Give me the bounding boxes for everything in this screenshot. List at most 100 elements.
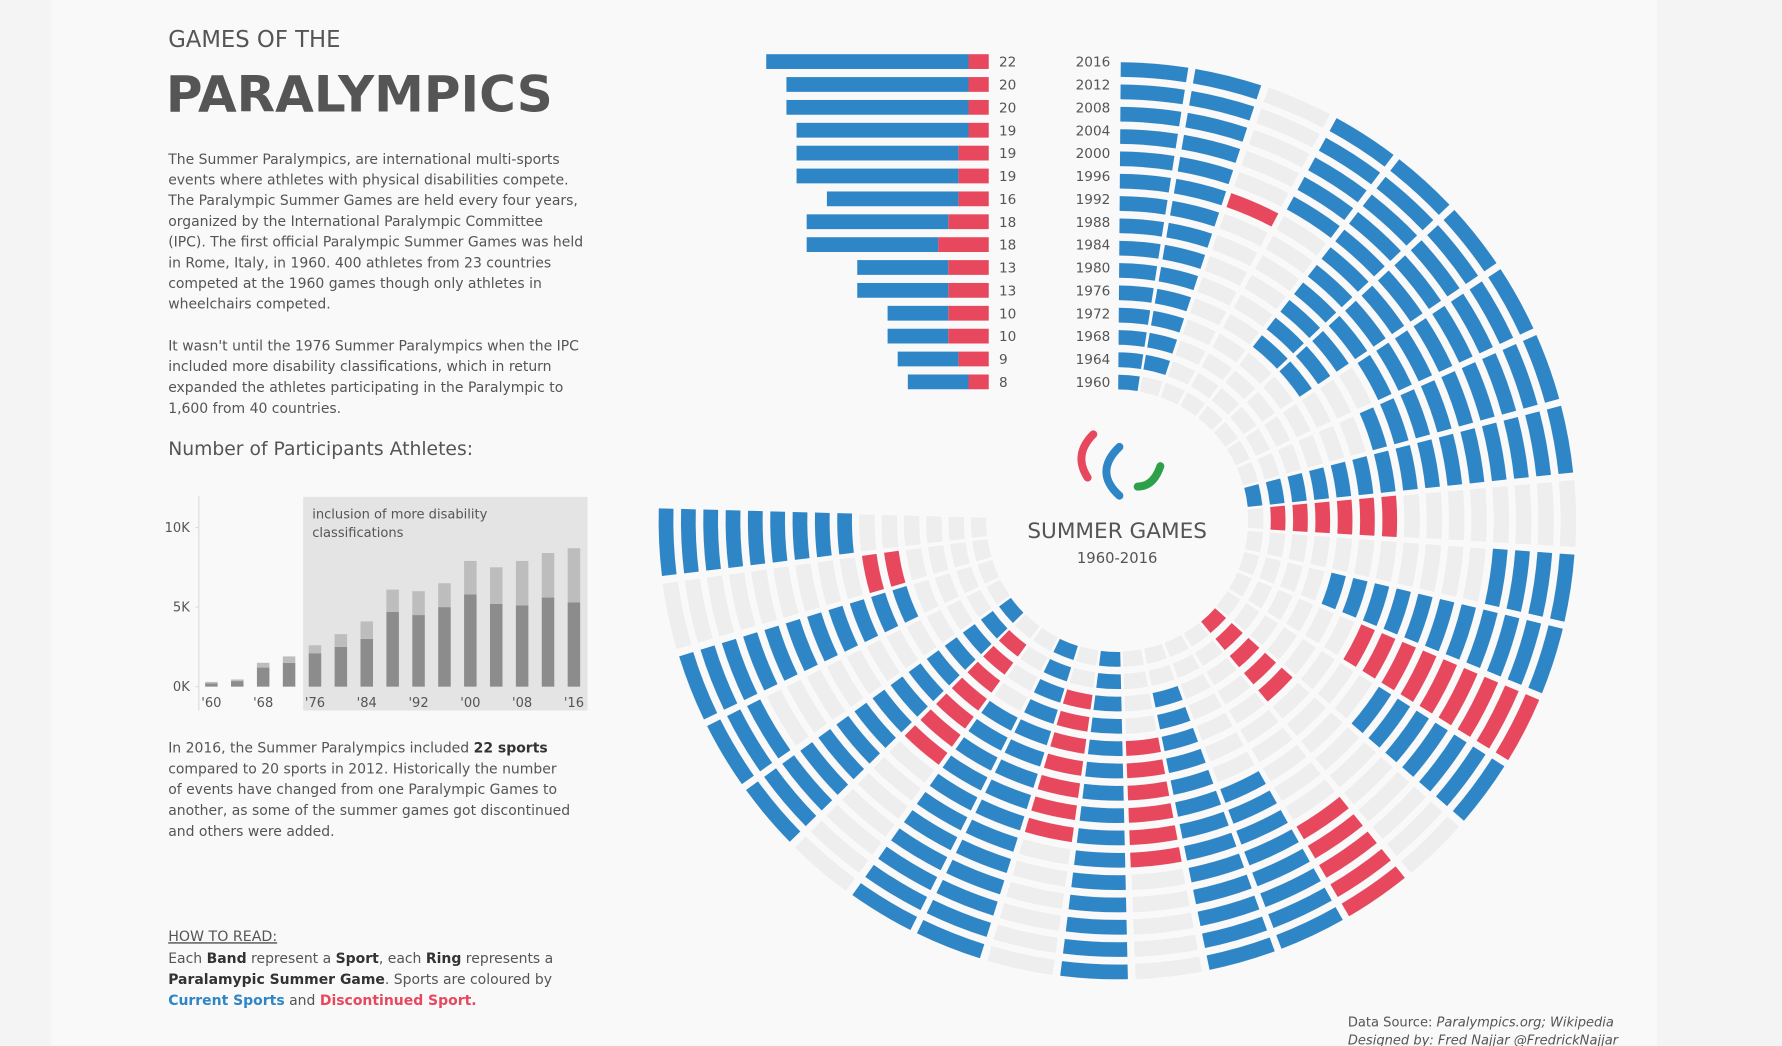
hbar-segment <box>958 191 989 207</box>
empty-cell <box>1235 460 1260 487</box>
band-cell <box>1522 335 1560 403</box>
year-label: 1960 <box>1076 375 1111 391</box>
band-cell <box>1226 193 1279 227</box>
band-cell <box>1056 710 1090 732</box>
empty-cell <box>925 515 944 545</box>
band-cell <box>1037 775 1081 798</box>
text-segment: The Paralympic Summer Games are held eve… <box>167 193 578 209</box>
band-cell <box>1427 225 1479 284</box>
empty-cell <box>1246 507 1265 530</box>
empty-cell <box>1352 538 1376 579</box>
empty-cell <box>1017 837 1072 866</box>
band-cell <box>1438 667 1478 726</box>
band-cell <box>1206 937 1275 970</box>
empty-cell <box>1200 351 1234 382</box>
empty-cell <box>1318 378 1353 420</box>
band-cell <box>965 819 1018 852</box>
empty-cell <box>1402 493 1421 539</box>
band-cell <box>1359 407 1388 451</box>
empty-cell <box>993 681 1029 713</box>
band-cell <box>1236 809 1288 845</box>
band-cell <box>1402 722 1448 777</box>
band-cell <box>1185 112 1248 142</box>
band-cell <box>1043 658 1072 682</box>
empty-cell <box>1337 366 1373 411</box>
text-segment: included more disability classifications… <box>168 359 551 375</box>
band-cell <box>1162 244 1206 269</box>
band-cell <box>1202 916 1268 948</box>
band-cell <box>1118 352 1144 369</box>
bar-segment <box>412 615 425 687</box>
band-cell <box>1065 916 1127 935</box>
empty-cell <box>1193 639 1224 668</box>
band-cell <box>1031 796 1077 821</box>
band-cell <box>983 645 1014 675</box>
band-cell <box>1004 739 1045 767</box>
band-cell <box>1297 176 1354 221</box>
main-title: PARALYMPICS <box>166 66 553 124</box>
band-cell <box>1321 572 1346 610</box>
band-cell <box>1466 609 1498 669</box>
hbar-segment <box>887 328 949 344</box>
text-segment: Current Sports <box>168 993 284 1009</box>
band-cell <box>1503 416 1529 479</box>
band-cell <box>1184 832 1237 861</box>
empty-cell <box>1337 415 1367 457</box>
bar-segment <box>334 634 348 647</box>
empty-cell <box>1131 889 1191 914</box>
band-cell <box>872 689 912 733</box>
source-label: Data Source: <box>1348 1015 1437 1030</box>
empty-cell <box>1074 645 1100 667</box>
band-cell <box>1276 907 1343 949</box>
band-cell <box>1157 706 1191 730</box>
band-cell <box>1119 240 1161 259</box>
band-cell <box>1404 593 1433 643</box>
empty-cell <box>1333 673 1374 720</box>
band-cell <box>743 632 778 691</box>
hbar-segment <box>826 191 959 207</box>
band-cell <box>908 663 944 702</box>
bar-segment <box>256 662 270 668</box>
empty-cell <box>785 678 829 735</box>
empty-cell <box>1424 491 1444 541</box>
band-cell <box>770 511 788 563</box>
band-cell <box>1268 887 1332 928</box>
band-cell <box>1252 848 1310 887</box>
band-cell <box>1280 300 1321 338</box>
band-cell <box>1307 814 1363 859</box>
text-segment: compared to 20 sports in 2012. Historica… <box>168 761 557 777</box>
empty-cell <box>1142 642 1169 666</box>
band-cell <box>1093 695 1122 712</box>
text-segment: The Summer Paralympics, are internationa… <box>167 152 559 168</box>
empty-cell <box>1189 371 1220 400</box>
empty-cell <box>1005 880 1066 910</box>
band-cell <box>1528 551 1553 617</box>
empty-cell <box>1316 661 1355 706</box>
hbar-segment <box>968 122 989 138</box>
band-cell <box>1385 710 1429 763</box>
band-cell <box>920 709 961 747</box>
hbar-segment <box>948 305 989 321</box>
band-cell <box>721 638 758 701</box>
band-cell <box>1335 229 1385 277</box>
band-cell <box>1368 698 1411 748</box>
text-segment: Sport <box>336 951 380 967</box>
empty-cell <box>1328 740 1378 789</box>
year-label: 2008 <box>1076 100 1111 116</box>
bar-segment <box>256 667 270 687</box>
band-cell <box>936 879 998 916</box>
hbar-segment <box>786 99 969 115</box>
how-to-read-heading: HOW TO READ: <box>168 929 277 945</box>
band-cell <box>871 592 899 633</box>
bar-segment <box>205 683 218 687</box>
band-cell <box>1394 255 1442 310</box>
band-cell <box>1126 759 1166 779</box>
band-cell <box>1381 641 1416 691</box>
paragraph-line: The Paralympic Summer Games are held eve… <box>167 193 578 209</box>
band-cell <box>1125 737 1161 756</box>
empty-cell <box>1535 481 1555 547</box>
text-segment: , each <box>379 951 426 967</box>
band-cell <box>1071 872 1126 890</box>
band-cell <box>1119 218 1165 237</box>
